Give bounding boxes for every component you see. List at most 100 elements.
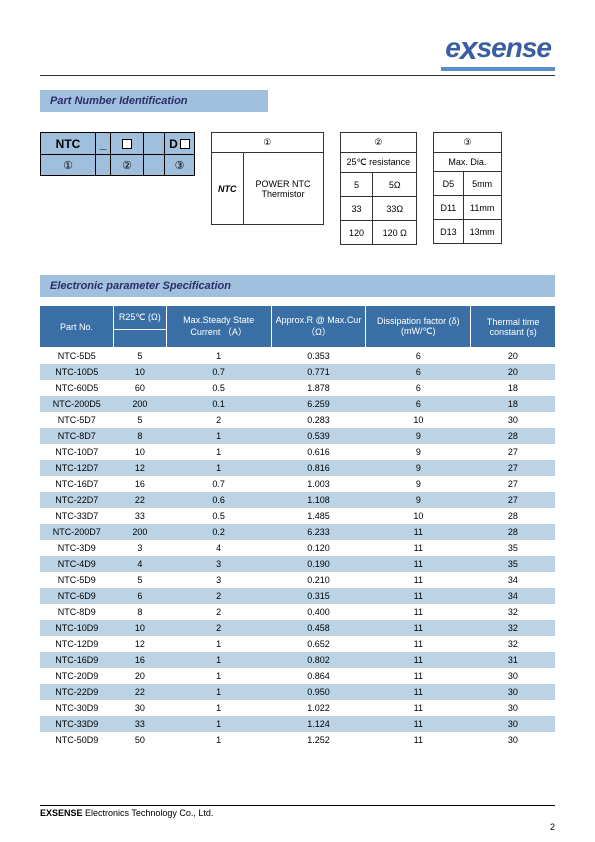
table-cell: 11: [366, 652, 471, 668]
table-cell: 30: [471, 684, 555, 700]
table-cell: 11: [366, 636, 471, 652]
table-cell: 20: [471, 348, 555, 365]
table-cell: 32: [471, 636, 555, 652]
table-cell: 9: [366, 476, 471, 492]
pni-wrap: NTC _ D ① ② ③ ① NTC POWER NTC Thermistor: [40, 132, 555, 245]
schematic-gap: [144, 133, 164, 154]
table-cell: 0.7: [166, 476, 271, 492]
table-cell: 1.022: [271, 700, 366, 716]
schematic-d: D: [164, 133, 194, 154]
table-cell: 2: [166, 620, 271, 636]
table-cell: 1.878: [271, 380, 366, 396]
table-cell: 0.283: [271, 412, 366, 428]
table-1: ① NTC POWER NTC Thermistor: [211, 132, 324, 225]
table-cell: 0.120: [271, 540, 366, 556]
table-cell: 11: [366, 716, 471, 732]
table-cell: NTC-10D9: [40, 620, 114, 636]
table-3: ③ Max. Dia. D55mm D1111mm D1313mm: [433, 132, 502, 244]
table-cell: NTC-8D9: [40, 604, 114, 620]
table-cell: NTC-16D9: [40, 652, 114, 668]
table-cell: 27: [471, 460, 555, 476]
table-cell: 0.771: [271, 364, 366, 380]
table-cell: NTC-4D9: [40, 556, 114, 572]
table-cell: 32: [471, 604, 555, 620]
table-row: NTC-10D5100.70.771620: [40, 364, 555, 380]
table-3-r2a: D13: [434, 220, 464, 244]
table-cell: 11: [366, 588, 471, 604]
table-cell: 35: [471, 556, 555, 572]
table-cell: 20: [114, 668, 167, 684]
table-cell: 5: [114, 412, 167, 428]
table-cell: NTC-200D5: [40, 396, 114, 412]
table-cell: 9: [366, 460, 471, 476]
table-cell: 6: [366, 364, 471, 380]
table-row: NTC-200D52000.16.259618: [40, 396, 555, 412]
table-row: NTC-50D95011.2521130: [40, 732, 555, 748]
table-cell: 4: [166, 540, 271, 556]
table-cell: 22: [114, 684, 167, 700]
table-cell: NTC-12D7: [40, 460, 114, 476]
table-row: NTC-22D92210.9501130: [40, 684, 555, 700]
table-cell: 0.5: [166, 380, 271, 396]
table-cell: 33: [114, 716, 167, 732]
table-row: NTC-12D91210.6521132: [40, 636, 555, 652]
table-cell: 1.108: [271, 492, 366, 508]
table-3-r0a: D5: [434, 172, 464, 196]
logo-pre: e: [445, 32, 460, 63]
table-cell: 27: [471, 444, 555, 460]
table-row: NTC-8D7810.539928: [40, 428, 555, 444]
table-cell: 1: [166, 444, 271, 460]
table-cell: 0.2: [166, 524, 271, 540]
spec-table: Part No. R25℃ (Ω) Max.Steady State Curre…: [40, 305, 555, 748]
table-cell: NTC-20D9: [40, 668, 114, 684]
table-cell: 1: [166, 732, 271, 748]
section-spec: Electronic parameter Specification: [40, 275, 555, 297]
table-row: NTC-60D5600.51.878618: [40, 380, 555, 396]
table-cell: 30: [471, 716, 555, 732]
table-cell: 1.252: [271, 732, 366, 748]
schematic-ntc: NTC: [41, 133, 96, 154]
table-cell: 6: [366, 380, 471, 396]
section-part-number: Part Number Identification: [40, 90, 268, 112]
table-cell: 0.816: [271, 460, 366, 476]
table-row: NTC-200D72000.26.2331128: [40, 524, 555, 540]
table-cell: 30: [471, 412, 555, 428]
table-row: NTC-4D9430.1901135: [40, 556, 555, 572]
table-cell: 18: [471, 396, 555, 412]
table-cell: 30: [471, 668, 555, 684]
page: exsense Part Number Identification NTC _…: [0, 0, 595, 768]
table-row: NTC-16D7160.71.003927: [40, 476, 555, 492]
table-cell: 11: [366, 668, 471, 684]
table-cell: 0.652: [271, 636, 366, 652]
table-3-sub: Max. Dia.: [434, 153, 502, 172]
table-cell: 6.259: [271, 396, 366, 412]
table-cell: 11: [366, 620, 471, 636]
spec-table-body: NTC-5D5510.353620NTC-10D5100.70.771620NT…: [40, 348, 555, 749]
table-cell: 0.539: [271, 428, 366, 444]
table-cell: 11: [366, 524, 471, 540]
table-cell: 0.1: [166, 396, 271, 412]
part-number-schematic: NTC _ D ① ② ③: [40, 132, 195, 176]
logo: exsense: [441, 30, 555, 71]
table-1-header: ①: [263, 137, 271, 147]
table-cell: 1: [166, 460, 271, 476]
table-cell: NTC-3D9: [40, 540, 114, 556]
table-cell: 9: [366, 428, 471, 444]
table-cell: NTC-12D9: [40, 636, 114, 652]
schematic-circ1: ①: [41, 155, 96, 175]
table-row: NTC-30D93011.0221130: [40, 700, 555, 716]
table-cell: 0.400: [271, 604, 366, 620]
table-cell: 1: [166, 652, 271, 668]
table-3-r2b: 13mm: [463, 220, 501, 244]
table-row: NTC-3D9340.1201135: [40, 540, 555, 556]
table-3-r1a: D11: [434, 196, 464, 220]
table-cell: 4: [114, 556, 167, 572]
table-row: NTC-5D7520.2831030: [40, 412, 555, 428]
table-cell: 0.315: [271, 588, 366, 604]
table-cell: 5: [114, 572, 167, 588]
schematic-circ3: ③: [164, 155, 194, 175]
table-cell: 11: [366, 604, 471, 620]
table-cell: 20: [471, 364, 555, 380]
spec-table-head: Part No. R25℃ (Ω) Max.Steady State Curre…: [40, 306, 555, 348]
table-cell: 30: [471, 700, 555, 716]
